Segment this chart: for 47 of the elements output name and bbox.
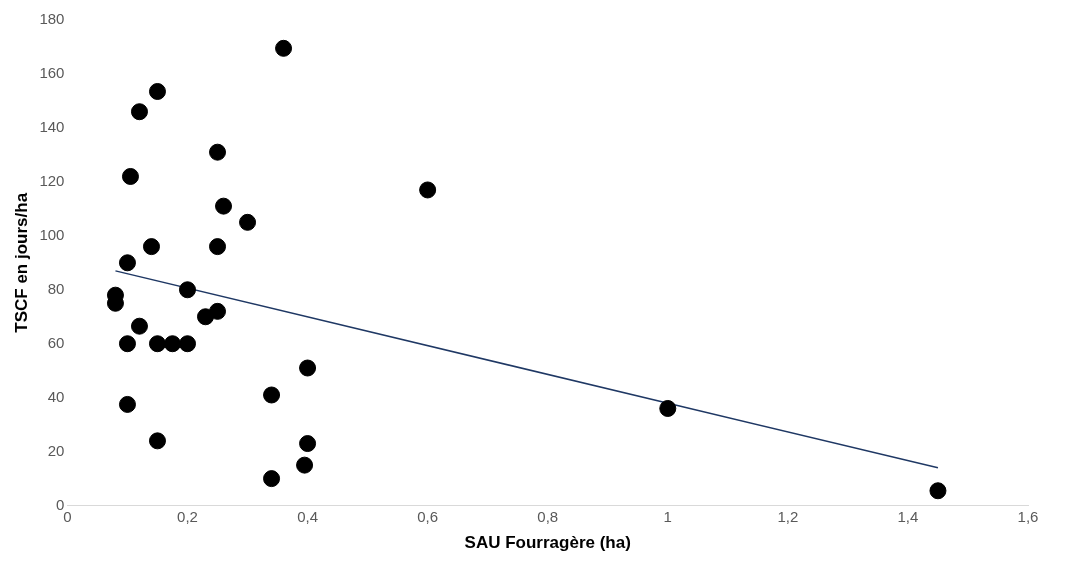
point: [179, 281, 196, 299]
y-axis-title: TSCF en jours/ha: [11, 192, 31, 333]
y-tick-label: 100: [39, 225, 65, 243]
point: [163, 335, 181, 353]
y-tick-label: 60: [47, 333, 65, 351]
point: [118, 254, 136, 272]
y-tick-label: 160: [39, 64, 65, 82]
point: [148, 82, 166, 100]
point: [179, 335, 196, 353]
y-tick-label: 40: [47, 387, 65, 405]
point: [209, 302, 227, 320]
y-tick-label: 180: [39, 10, 65, 28]
point: [296, 456, 314, 474]
point: [130, 317, 148, 335]
point: [209, 143, 227, 161]
y-tick-label: 120: [39, 172, 65, 190]
point: [148, 335, 166, 353]
point: [118, 395, 136, 413]
x-axis-title: SAU Fourragère (ha): [464, 533, 631, 553]
point: [148, 432, 166, 450]
point: [299, 359, 317, 377]
point: [121, 167, 139, 185]
point: [929, 482, 947, 500]
point: [263, 386, 281, 404]
y-tick-label: 80: [47, 279, 65, 297]
point: [263, 470, 281, 488]
x-tick-label: 0,8: [537, 507, 559, 525]
point: [659, 399, 677, 417]
point: [209, 238, 227, 256]
point: [142, 238, 160, 256]
x-tick-label: 1,6: [1017, 507, 1039, 525]
point: [299, 435, 317, 453]
x-tick-label: 0,4: [297, 507, 318, 525]
x-tick-label: 0,2: [177, 507, 198, 525]
x-tick-label: 1,4: [897, 507, 919, 525]
x-tick-label: 0,6: [417, 507, 439, 525]
point: [239, 213, 257, 231]
x-tick-label: 1,2: [777, 507, 799, 525]
point: [275, 39, 293, 57]
x-tick-label: 1: [663, 507, 672, 525]
point: [118, 335, 136, 353]
y-tick-label: 0: [56, 495, 65, 513]
point: [419, 181, 437, 199]
point: [130, 103, 148, 121]
y-tick-label: 20: [47, 441, 65, 459]
y-tick-label: 140: [39, 118, 65, 136]
point: [215, 197, 233, 215]
